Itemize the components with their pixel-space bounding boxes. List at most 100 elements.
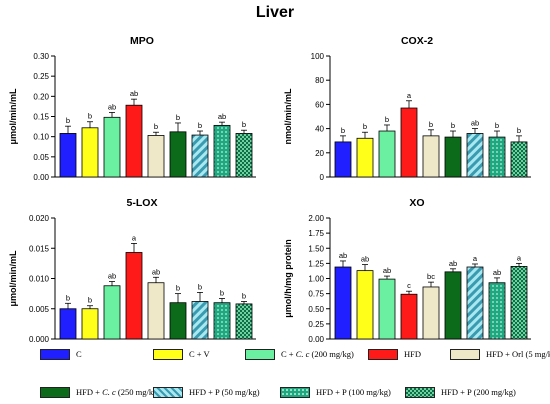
- legend-swatch: [280, 386, 310, 398]
- legend-swatch: [153, 386, 183, 398]
- significance-label: b: [88, 112, 92, 121]
- y-tick-label: 60: [315, 100, 324, 109]
- y-axis-label: μmol/min/mL: [8, 250, 18, 307]
- y-tick-label: 0: [320, 173, 325, 182]
- bar: [356, 270, 374, 340]
- y-tick-label: 0.015: [29, 244, 50, 253]
- bar: [334, 141, 352, 178]
- significance-label: ab: [361, 255, 369, 264]
- bar: [356, 137, 374, 178]
- legend-label: C: [76, 349, 82, 359]
- legend-swatch: [40, 386, 70, 398]
- legend-item: C: [40, 348, 82, 360]
- significance-label: bc: [427, 272, 435, 281]
- bar: [169, 131, 187, 178]
- legend-label: C + V: [189, 349, 210, 359]
- y-tick-label: 0.00: [308, 335, 324, 344]
- bar: [81, 127, 99, 178]
- significance-label: a: [517, 253, 522, 262]
- legend-swatch: [40, 348, 70, 360]
- bar: [235, 133, 253, 178]
- y-tick-label: 0.75: [308, 290, 324, 299]
- bar: [147, 282, 165, 340]
- legend-item: HFD + P (100 mg/kg): [280, 386, 391, 398]
- legend-label: HFD: [404, 349, 422, 359]
- bar: [488, 282, 506, 340]
- significance-label: b: [198, 282, 202, 291]
- legend-item: HFD + Orl (5 mg/kg): [450, 348, 550, 360]
- legend-swatch: [245, 348, 275, 360]
- significance-label: b: [451, 121, 455, 130]
- bar: [334, 266, 352, 340]
- significance-label: b: [220, 288, 224, 297]
- y-tick-label: 0.010: [29, 275, 50, 284]
- y-tick-label: 1.50: [308, 244, 324, 253]
- y-tick-label: 0.000: [29, 335, 50, 344]
- significance-label: a: [473, 254, 478, 263]
- bar: [191, 301, 209, 340]
- y-axis-label: μmol/min/mL: [8, 88, 18, 145]
- significance-label: ab: [130, 89, 138, 98]
- significance-label: b: [429, 120, 433, 129]
- significance-label: b: [242, 291, 246, 300]
- bar: [59, 308, 77, 340]
- bar: [422, 286, 440, 340]
- figure-title: Liver: [255, 4, 295, 21]
- y-tick-label: 100: [311, 52, 325, 61]
- bar: [103, 116, 121, 178]
- significance-label: b: [198, 121, 202, 130]
- bar: [444, 271, 462, 340]
- legend-label: HFD + Orl (5 mg/kg): [486, 349, 550, 359]
- y-tick-label: 0.00: [33, 173, 49, 182]
- significance-label: ab: [152, 267, 160, 276]
- bar: [59, 133, 77, 178]
- y-tick-label: 20: [315, 149, 324, 158]
- lox5-chart: 5-LOX μmol/min/mL 0.000 0.005 0.010 0.015 0.02…: [8, 197, 256, 344]
- panel-title: COX-2: [401, 35, 433, 47]
- bar: [147, 135, 165, 178]
- significance-label: ab: [339, 251, 347, 260]
- bar: [488, 136, 506, 178]
- significance-label: b: [495, 121, 499, 130]
- y-tick-label: 2.00: [308, 214, 324, 223]
- y-tick-label: 0.30: [33, 52, 49, 61]
- significance-label: b: [341, 126, 345, 135]
- y-tick-label: 0.005: [29, 305, 50, 314]
- significance-label: b: [176, 284, 180, 293]
- bar: [81, 308, 99, 340]
- y-tick-label: 0.50: [308, 305, 324, 314]
- panel-title: XO: [409, 197, 424, 209]
- significance-label: c: [407, 281, 411, 290]
- significance-label: b: [154, 122, 158, 131]
- y-tick-label: 0.05: [33, 153, 49, 162]
- bar: [125, 104, 143, 178]
- y-tick-label: 0.20: [33, 92, 49, 101]
- significance-label: ab: [108, 272, 116, 281]
- legend-label: HFD + C. c (250 mg/kg): [76, 387, 161, 397]
- legend-swatch: [368, 348, 398, 360]
- y-tick-label: 1.75: [308, 229, 324, 238]
- legend-item: C + V: [153, 348, 210, 360]
- significance-label: b: [176, 113, 180, 122]
- bar: [125, 252, 143, 340]
- legend: C C + V C + C. c (200 mg/kg) HFD HFD + Orl (…: [40, 348, 550, 404]
- bar: [422, 135, 440, 178]
- bar: [213, 124, 231, 178]
- bar: [191, 134, 209, 178]
- significance-label: ab: [493, 268, 501, 277]
- significance-label: a: [132, 233, 137, 242]
- panel-title: 5-LOX: [127, 197, 158, 209]
- significance-label: ab: [471, 119, 479, 128]
- y-tick-label: 0.10: [33, 133, 49, 142]
- y-tick-label: 1.25: [308, 259, 324, 268]
- significance-label: ab: [449, 259, 457, 268]
- significance-label: ab: [108, 102, 116, 111]
- panel-title: MPO: [130, 35, 154, 47]
- legend-label: HFD + P (200 mg/kg): [441, 387, 516, 397]
- legend-label: HFD + P (50 mg/kg): [189, 387, 260, 397]
- y-axis-label: μmol/h/mg protein: [283, 239, 293, 318]
- bar: [378, 130, 396, 178]
- legend-swatch: [450, 348, 480, 360]
- legend-item: HFD: [368, 348, 421, 360]
